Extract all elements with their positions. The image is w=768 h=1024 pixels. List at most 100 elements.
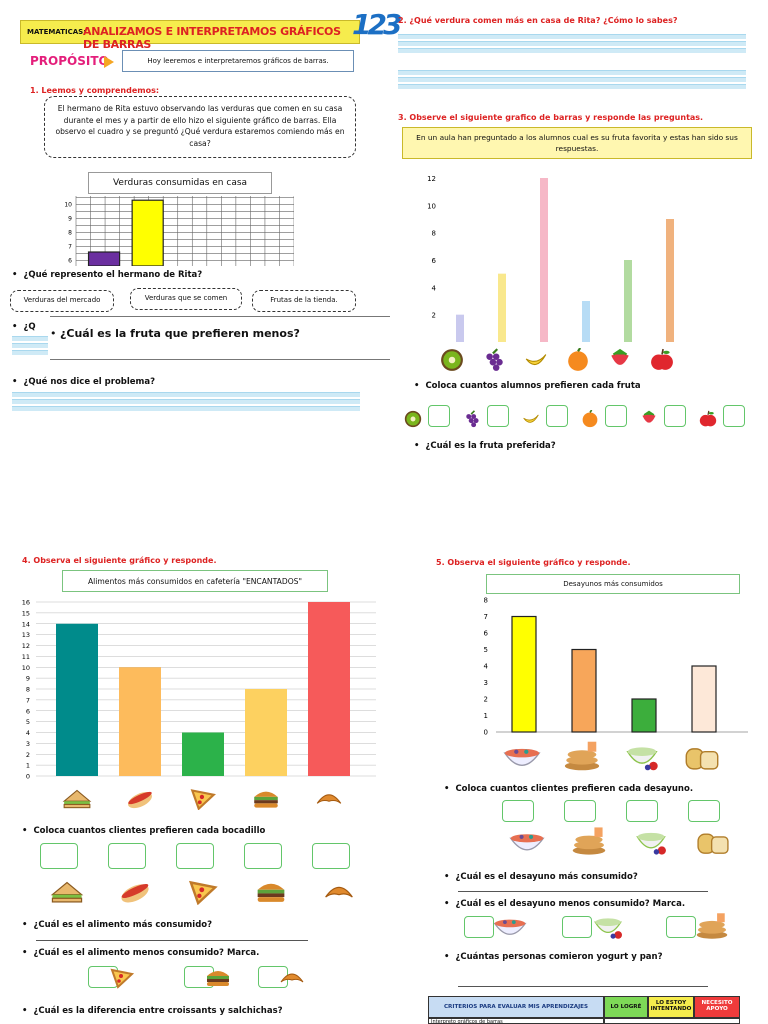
breakfast-count-box[interactable] [502,800,534,822]
subject-label: MATEMATICAS: [27,28,87,36]
veg-y-tick: 6 [68,257,72,264]
kiwi-icon [440,348,464,372]
criteria-row-1-cells [604,1018,740,1024]
fruit-count-box[interactable] [428,405,450,427]
food-y-tick: 1 [26,762,30,770]
fruit-bar [540,178,548,342]
grapes-icon [463,410,481,428]
food-bar [119,667,161,776]
section1-heading: 1. Leemos y comprendemos: [30,86,160,95]
veg-chart-title-box: Verduras consumidas en casa [88,172,272,194]
food-y-tick: 7 [26,696,30,704]
croissant-icon [322,877,356,905]
veg-y-tick: 10 [64,201,72,208]
criteria-table: CRITERIOS PARA EVALUAR MIS APRENDIZAJES … [428,996,740,1024]
s5-q2-answer-line[interactable] [458,891,708,892]
bfast-y-tick: 8 [484,597,488,605]
s1-q3-answer-lines[interactable] [12,392,360,413]
s4-q1: Coloca cuantos clientes prefieren cada b… [22,826,265,836]
s4-q2-answer-line[interactable] [36,940,308,941]
pizza-icon [108,964,136,990]
strawberry-icon [608,348,632,372]
breakfast-mark-box[interactable] [666,916,696,938]
section2-heading: 2. ¿Qué verdura comen más en casa de Rit… [398,16,678,25]
banana-icon [524,348,548,372]
sandwich-icon [50,877,84,905]
s3-q1: Coloca cuantos alumnos prefieren cada fr… [414,381,640,391]
bfast-y-tick: 6 [484,630,489,638]
apple-icon [650,348,674,372]
breakfast-count-box[interactable] [564,800,596,822]
food-y-tick: 12 [22,642,30,650]
veg-bar [87,251,121,267]
bullet-dot: • [50,327,57,340]
fruit-chart-svg: 2 4 6 8 10 12 [427,175,674,342]
veg-chart-title: Verduras consumidas en casa [112,178,248,188]
kiwi-icon [404,410,422,428]
orange-icon [581,409,599,428]
fruit-count-box[interactable] [546,405,568,427]
fruit-bar [498,273,506,342]
food-count-box[interactable] [176,843,214,869]
food-count-box[interactable] [108,843,146,869]
header-banner: MATEMATICAS: ANALIZAMOS E INTERPRETAMOS … [20,20,360,51]
veg-chart: 6 7 8 9 10 [62,196,295,268]
fruit-y-tick: 8 [432,230,436,238]
overlay-question: ¿Cuál es la fruta que prefieren menos? [60,327,300,340]
arrow-right-icon [104,56,114,68]
food-y-tick: 2 [26,751,30,759]
food-count-box[interactable] [40,843,78,869]
breakfast-count-box[interactable] [626,800,658,822]
s5-q1: Coloca cuantos clientes prefieren cada d… [444,784,693,794]
logo-123: 123 [352,8,402,41]
bfast-y-tick: 2 [484,696,488,704]
food-y-tick: 4 [26,729,30,737]
fruit-bar [624,260,632,342]
food-chart: 0 1 2 3 4 5 6 7 8 9 10 11 12 13 14 15 16 [6,596,380,784]
fruit-count-box[interactable] [664,405,686,427]
bfast-y-tick: 7 [484,613,488,621]
fruit-count-box[interactable] [487,405,509,427]
section3-heading: 3. Observe el siguiente grafico de barra… [398,113,704,122]
option-1[interactable]: Verduras del mercado [10,290,114,312]
pizza-icon [186,877,220,906]
bfast-bar [571,648,597,733]
section5-heading: 5. Observa el siguiente gráfico y respon… [436,558,631,567]
yogurt-icon [632,826,670,856]
orange-icon [566,347,590,372]
yogurt-icon [622,740,662,772]
food-y-tick: 14 [22,620,30,628]
breakfast-count-box[interactable] [688,800,720,822]
s1-q2-answer-lines[interactable] [12,336,48,357]
croissant-icon [278,964,306,990]
hotdog-icon [118,877,152,905]
option-2[interactable]: Verduras que se comen [130,288,242,310]
fruit-y-tick: 6 [432,257,437,265]
option-3[interactable]: Frutas de la tienda. [252,290,356,312]
cereal-icon [492,912,528,940]
breakfast-mark-box[interactable] [562,916,592,938]
food-y-tick: 11 [22,653,30,661]
food-count-box[interactable] [244,843,282,869]
s2-answer-lines-1[interactable] [398,34,746,55]
s2-answer-lines-2[interactable] [398,70,746,91]
food-bar [308,602,350,776]
breakfast-mark-box[interactable] [464,916,494,938]
apple-icon [699,410,717,428]
breakfast-chart-svg: 0 1 2 3 4 5 6 7 8 [484,597,748,737]
veg-y-tick: 9 [68,215,72,222]
section4-heading: 4. Observa el siguiente gráfico y respon… [22,556,217,565]
purpose-text: Hoy leeremos e interpretaremos gráficos … [147,57,329,65]
fruit-bar [582,301,590,342]
food-count-box[interactable] [312,843,350,869]
criteria-col-achieved: LO LOGRÉ [604,996,648,1018]
section3-intro: En un aula han preguntado a los alumnos … [416,133,738,153]
food-chart-title-box: Alimentos más consumidos en cafetería "E… [62,570,328,592]
fruit-chart: 2 4 6 8 10 12 [420,170,700,346]
food-bar [182,732,224,776]
s4-q4: ¿Cuál es la diferencia entre croissants … [22,1006,282,1016]
s5-q4-answer-line[interactable] [458,986,708,987]
fruit-count-box[interactable] [605,405,627,427]
fruit-count-box[interactable] [723,405,745,427]
fruit-bar [456,314,464,342]
